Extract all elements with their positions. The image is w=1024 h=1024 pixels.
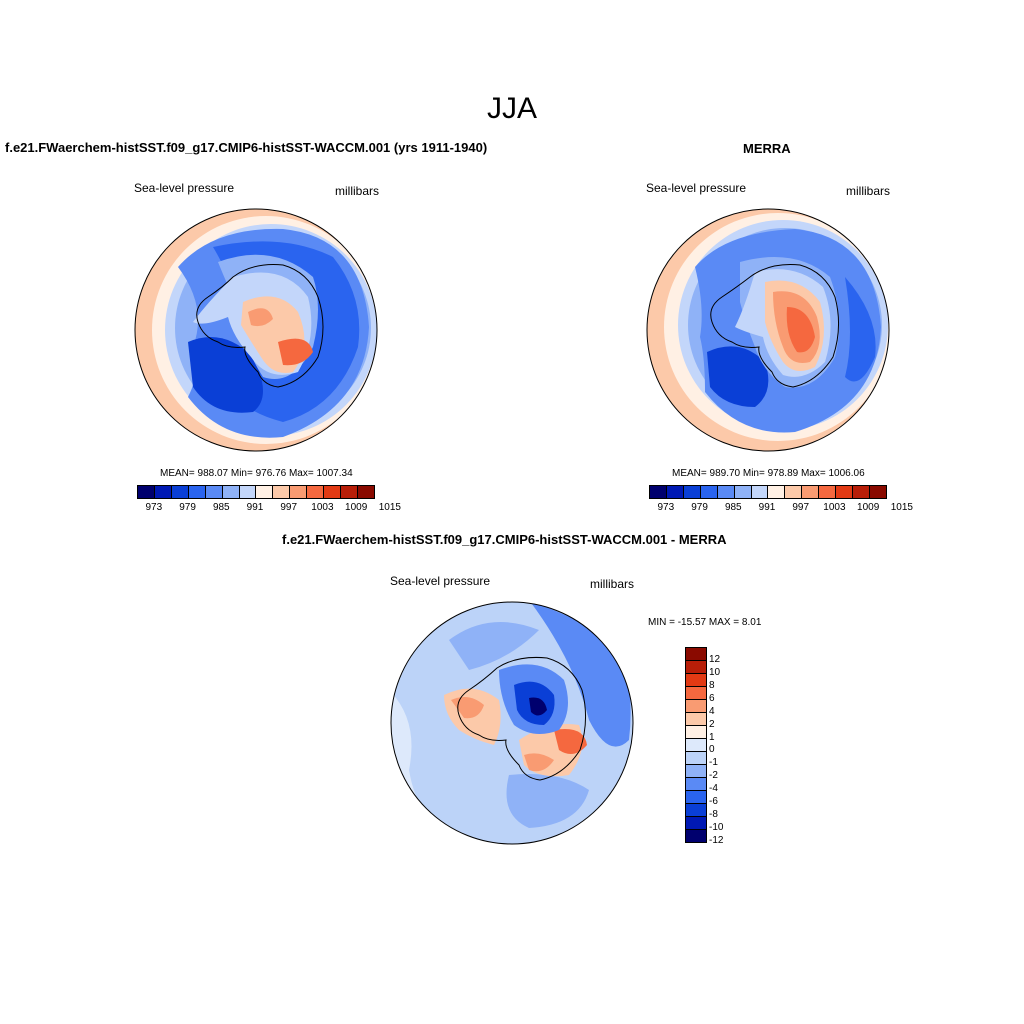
colorbar-swatch	[290, 486, 308, 498]
panel3-variable-label: Sea-level pressure	[390, 574, 491, 588]
panel2-colorbar-ticks: 973 979 985 991 997 1003 1009 1015	[649, 502, 913, 516]
colorbar-tick-label: -2	[709, 770, 718, 782]
colorbar-swatch	[341, 486, 358, 498]
colorbar-tick-label: -1	[709, 757, 718, 769]
colorbar-tick-label: 973	[657, 502, 675, 513]
colorbar-swatch	[686, 674, 706, 687]
colorbar-tick-label: 10	[709, 666, 721, 678]
colorbar-swatch	[138, 486, 155, 498]
colorbar-swatch	[307, 486, 325, 498]
colorbar-swatch	[686, 700, 706, 713]
colorbar-swatch	[154, 486, 172, 498]
panel2-polar-map	[646, 208, 890, 452]
colorbar-swatch	[324, 486, 342, 498]
colorbar-tick-label: 1003	[823, 502, 846, 513]
colorbar-tick-label: 1015	[890, 502, 913, 513]
colorbar-tick-label: 6	[709, 692, 715, 704]
colorbar-swatch	[717, 486, 735, 498]
panel2-coastline	[710, 264, 839, 388]
colorbar-swatch	[239, 486, 257, 498]
colorbar-swatch	[171, 486, 189, 498]
colorbar-swatch	[734, 486, 752, 498]
colorbar-swatch	[686, 817, 706, 830]
colorbar-tick-label: 1003	[311, 502, 334, 513]
panel3-colorbar	[685, 647, 707, 843]
panel1-coastline	[196, 264, 324, 388]
colorbar-swatch	[256, 486, 274, 498]
panel3-colorbar-ticks: 12 10 8 6 4 2 1 0 -1 -2 -4 -6 -8 -10 -12	[709, 647, 749, 846]
colorbar-tick-label: 2	[709, 718, 715, 730]
main-title: JJA	[486, 92, 537, 125]
colorbar-tick-label: 1	[709, 731, 715, 743]
colorbar-tick-label: 0	[709, 744, 715, 756]
panel3-minmax: MIN = -15.57 MAX = 8.01	[648, 617, 762, 628]
panel2-variable-label: Sea-level pressure	[646, 181, 747, 195]
colorbar-swatch	[853, 486, 870, 498]
colorbar-swatch	[869, 486, 886, 498]
panel2-colorbar	[649, 485, 887, 499]
colorbar-swatch	[683, 486, 701, 498]
colorbar-swatch	[819, 486, 837, 498]
colorbar-swatch	[666, 486, 684, 498]
colorbar-swatch	[188, 486, 206, 498]
panel1-units-label: millibars	[335, 184, 380, 198]
colorbar-swatch	[686, 713, 706, 726]
colorbar-swatch	[650, 486, 667, 498]
colorbar-tick-label: 1009	[857, 502, 880, 513]
colorbar-swatch	[686, 765, 706, 778]
colorbar-swatch	[836, 486, 854, 498]
panel1-polar-map	[134, 208, 378, 452]
colorbar-tick-label: 8	[709, 679, 715, 691]
colorbar-swatch	[686, 830, 706, 842]
panel1-colorbar-ticks: 973 979 985 991 997 1003 1009 1015	[137, 502, 401, 516]
colorbar-swatch	[686, 739, 706, 752]
colorbar-tick-label: 12	[709, 653, 721, 665]
colorbar-tick-label: 997	[792, 502, 810, 513]
panel3-polar-map	[390, 601, 634, 845]
colorbar-swatch	[686, 726, 706, 739]
colorbar-swatch	[686, 648, 706, 661]
colorbar-tick-label: 997	[280, 502, 298, 513]
panel1-variable-label: Sea-level pressure	[134, 181, 235, 195]
colorbar-swatch	[751, 486, 769, 498]
panel3-coastline	[457, 657, 586, 781]
colorbar-swatch	[686, 687, 706, 700]
colorbar-tick-label: -6	[709, 796, 718, 808]
panel3-title: f.e21.FWaerchem-histSST.f09_g17.CMIP6-hi…	[282, 532, 727, 547]
panel2-stats: MEAN= 989.70 Min= 978.89 Max= 1006.06	[672, 468, 865, 479]
colorbar-swatch	[222, 486, 240, 498]
colorbar-tick-label: 991	[758, 502, 776, 513]
panel3-units-label: millibars	[590, 577, 635, 591]
colorbar-swatch	[802, 486, 820, 498]
colorbar-swatch	[768, 486, 786, 498]
colorbar-tick-label: 985	[724, 502, 742, 513]
colorbar-tick-label: -12	[709, 835, 724, 846]
colorbar-swatch	[205, 486, 223, 498]
panel1-colorbar	[137, 485, 375, 499]
colorbar-tick-label: 985	[212, 502, 230, 513]
panel2-units-label: millibars	[846, 184, 891, 198]
colorbar-swatch	[686, 804, 706, 817]
colorbar-swatch	[700, 486, 718, 498]
colorbar-tick-label: -4	[709, 783, 718, 795]
colorbar-tick-label: 979	[691, 502, 708, 513]
colorbar-tick-label: 1009	[345, 502, 368, 513]
colorbar-tick-label: 4	[709, 705, 715, 717]
colorbar-tick-label: 1015	[378, 502, 401, 513]
colorbar-swatch	[686, 752, 706, 765]
colorbar-swatch	[785, 486, 803, 498]
panel2-title: MERRA	[743, 141, 791, 156]
colorbar-swatch	[357, 486, 374, 498]
colorbar-tick-label: -8	[709, 809, 718, 821]
panel1-title: f.e21.FWaerchem-histSST.f09_g17.CMIP6-hi…	[5, 140, 488, 155]
colorbar-swatch	[273, 486, 291, 498]
colorbar-tick-label: 979	[179, 502, 196, 513]
colorbar-swatch	[686, 661, 706, 674]
colorbar-tick-label: 991	[246, 502, 264, 513]
colorbar-swatch	[686, 791, 706, 804]
colorbar-tick-label: -10	[709, 822, 724, 834]
colorbar-swatch	[686, 778, 706, 791]
colorbar-tick-label: 973	[145, 502, 163, 513]
panel1-stats: MEAN= 988.07 Min= 976.76 Max= 1007.34	[160, 468, 353, 479]
